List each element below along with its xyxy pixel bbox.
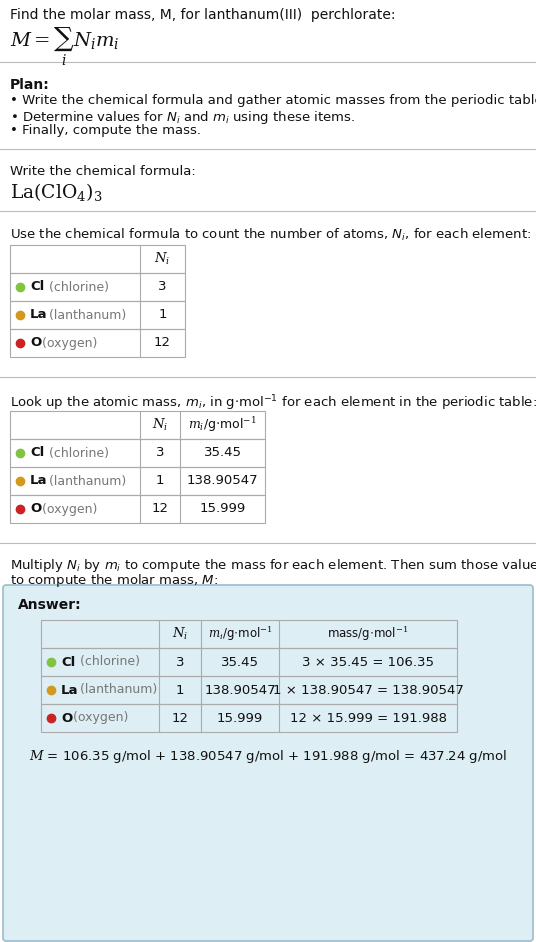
Text: La: La bbox=[61, 684, 78, 696]
Bar bbox=[41, 676, 457, 704]
Text: Cl: Cl bbox=[61, 656, 75, 669]
Text: Use the chemical formula to count the number of atoms, $N_i$, for each element:: Use the chemical formula to count the nu… bbox=[10, 227, 531, 243]
Text: • Finally, compute the mass.: • Finally, compute the mass. bbox=[10, 124, 201, 137]
Bar bbox=[10, 273, 185, 301]
Bar bbox=[41, 704, 457, 732]
Text: 3: 3 bbox=[156, 447, 164, 460]
Text: • Determine values for $N_i$ and $m_i$ using these items.: • Determine values for $N_i$ and $m_i$ u… bbox=[10, 109, 355, 126]
Bar bbox=[10, 439, 265, 467]
Text: 15.999: 15.999 bbox=[217, 711, 263, 724]
FancyBboxPatch shape bbox=[3, 585, 533, 941]
Text: 12: 12 bbox=[152, 502, 168, 515]
Text: 3: 3 bbox=[158, 281, 167, 294]
Text: $M$ = 106.35 g/mol + 138.90547 g/mol + 191.988 g/mol = 437.24 g/mol: $M$ = 106.35 g/mol + 138.90547 g/mol + 1… bbox=[29, 748, 507, 765]
Text: (oxygen): (oxygen) bbox=[69, 711, 129, 724]
Bar bbox=[10, 245, 185, 273]
Text: $N_i$: $N_i$ bbox=[152, 417, 168, 433]
Text: Answer:: Answer: bbox=[18, 598, 81, 612]
Text: 1: 1 bbox=[176, 684, 184, 696]
Text: Look up the atomic mass, $m_i$, in g$\cdot$mol$^{-1}$ for each element in the pe: Look up the atomic mass, $m_i$, in g$\cd… bbox=[10, 393, 536, 413]
Text: La: La bbox=[30, 308, 48, 321]
Text: 1: 1 bbox=[156, 475, 164, 488]
Text: (chlorine): (chlorine) bbox=[45, 447, 109, 460]
Text: (oxygen): (oxygen) bbox=[38, 502, 98, 515]
Text: (lanthanum): (lanthanum) bbox=[45, 308, 126, 321]
Text: (lanthanum): (lanthanum) bbox=[76, 684, 157, 696]
Text: O: O bbox=[30, 502, 41, 515]
Text: $N_i$: $N_i$ bbox=[154, 251, 170, 267]
Text: 138.90547: 138.90547 bbox=[187, 475, 258, 488]
Text: 35.45: 35.45 bbox=[221, 656, 259, 669]
Text: 35.45: 35.45 bbox=[204, 447, 242, 460]
Text: mass/g$\cdot$mol$^{-1}$: mass/g$\cdot$mol$^{-1}$ bbox=[327, 625, 408, 643]
Text: Write the chemical formula:: Write the chemical formula: bbox=[10, 165, 196, 178]
Bar bbox=[10, 495, 265, 523]
Text: 12: 12 bbox=[172, 711, 189, 724]
Text: Plan:: Plan: bbox=[10, 78, 50, 92]
Text: $\mathrm{La(ClO_4)_3}$: $\mathrm{La(ClO_4)_3}$ bbox=[10, 181, 102, 203]
Text: 138.90547: 138.90547 bbox=[204, 684, 276, 696]
Bar bbox=[10, 411, 265, 439]
Bar bbox=[41, 648, 457, 676]
Text: • Write the chemical formula and gather atomic masses from the periodic table.: • Write the chemical formula and gather … bbox=[10, 94, 536, 107]
Text: (oxygen): (oxygen) bbox=[38, 336, 98, 349]
Text: Find the molar mass, M, for lanthanum(III)  perchlorate:: Find the molar mass, M, for lanthanum(II… bbox=[10, 8, 396, 22]
Text: $N_i$: $N_i$ bbox=[172, 625, 188, 642]
Text: Multiply $N_i$ by $m_i$ to compute the mass for each element. Then sum those val: Multiply $N_i$ by $m_i$ to compute the m… bbox=[10, 557, 536, 574]
Bar bbox=[10, 329, 185, 357]
Text: $m_i$/g$\cdot$mol$^{-1}$: $m_i$/g$\cdot$mol$^{-1}$ bbox=[188, 415, 257, 434]
Bar bbox=[41, 620, 457, 648]
Text: 15.999: 15.999 bbox=[199, 502, 245, 515]
Text: 1: 1 bbox=[158, 308, 167, 321]
Bar bbox=[10, 467, 265, 495]
Bar bbox=[10, 301, 185, 329]
Text: 12 × 15.999 = 191.988: 12 × 15.999 = 191.988 bbox=[289, 711, 446, 724]
Text: to compute the molar mass, $M$:: to compute the molar mass, $M$: bbox=[10, 572, 218, 589]
Text: Cl: Cl bbox=[30, 281, 44, 294]
Text: Cl: Cl bbox=[30, 447, 44, 460]
Text: 3: 3 bbox=[176, 656, 184, 669]
Text: $m_i$/g$\cdot$mol$^{-1}$: $m_i$/g$\cdot$mol$^{-1}$ bbox=[207, 625, 272, 643]
Text: La: La bbox=[30, 475, 48, 488]
Text: 12: 12 bbox=[154, 336, 171, 349]
Text: O: O bbox=[30, 336, 41, 349]
Text: (lanthanum): (lanthanum) bbox=[45, 475, 126, 488]
Text: 1 × 138.90547 = 138.90547: 1 × 138.90547 = 138.90547 bbox=[273, 684, 464, 696]
Text: $M = \sum_i N_i m_i$: $M = \sum_i N_i m_i$ bbox=[10, 26, 120, 69]
Text: 3 × 35.45 = 106.35: 3 × 35.45 = 106.35 bbox=[302, 656, 434, 669]
Text: (chlorine): (chlorine) bbox=[45, 281, 109, 294]
Text: (chlorine): (chlorine) bbox=[76, 656, 140, 669]
Text: O: O bbox=[61, 711, 72, 724]
